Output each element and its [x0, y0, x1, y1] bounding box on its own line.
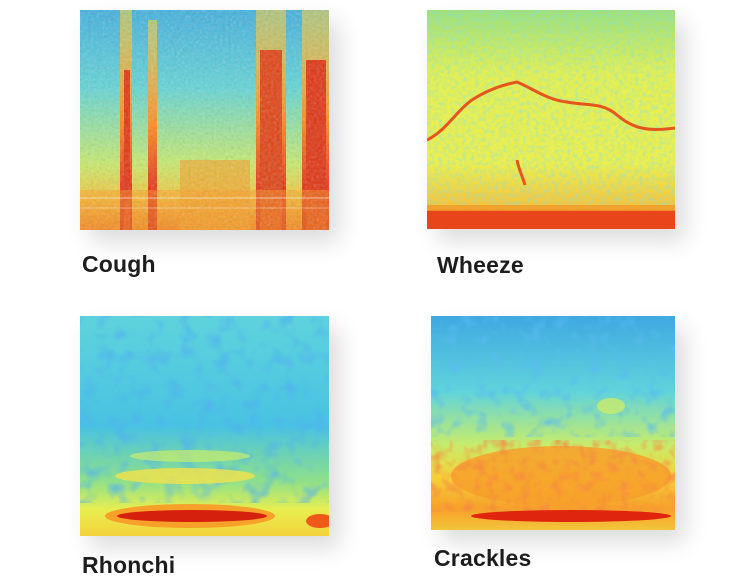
wheeze-label: Wheeze [437, 252, 524, 278]
cough-label: Cough [82, 251, 156, 277]
wheeze-spectrogram [427, 10, 675, 229]
cough-spectrogram [80, 10, 329, 230]
crackles-label: Crackles [434, 545, 532, 571]
rhonchi-label: Rhonchi [82, 552, 176, 578]
crackles-spectrogram [431, 316, 675, 530]
rhonchi-spectrogram [80, 316, 329, 536]
